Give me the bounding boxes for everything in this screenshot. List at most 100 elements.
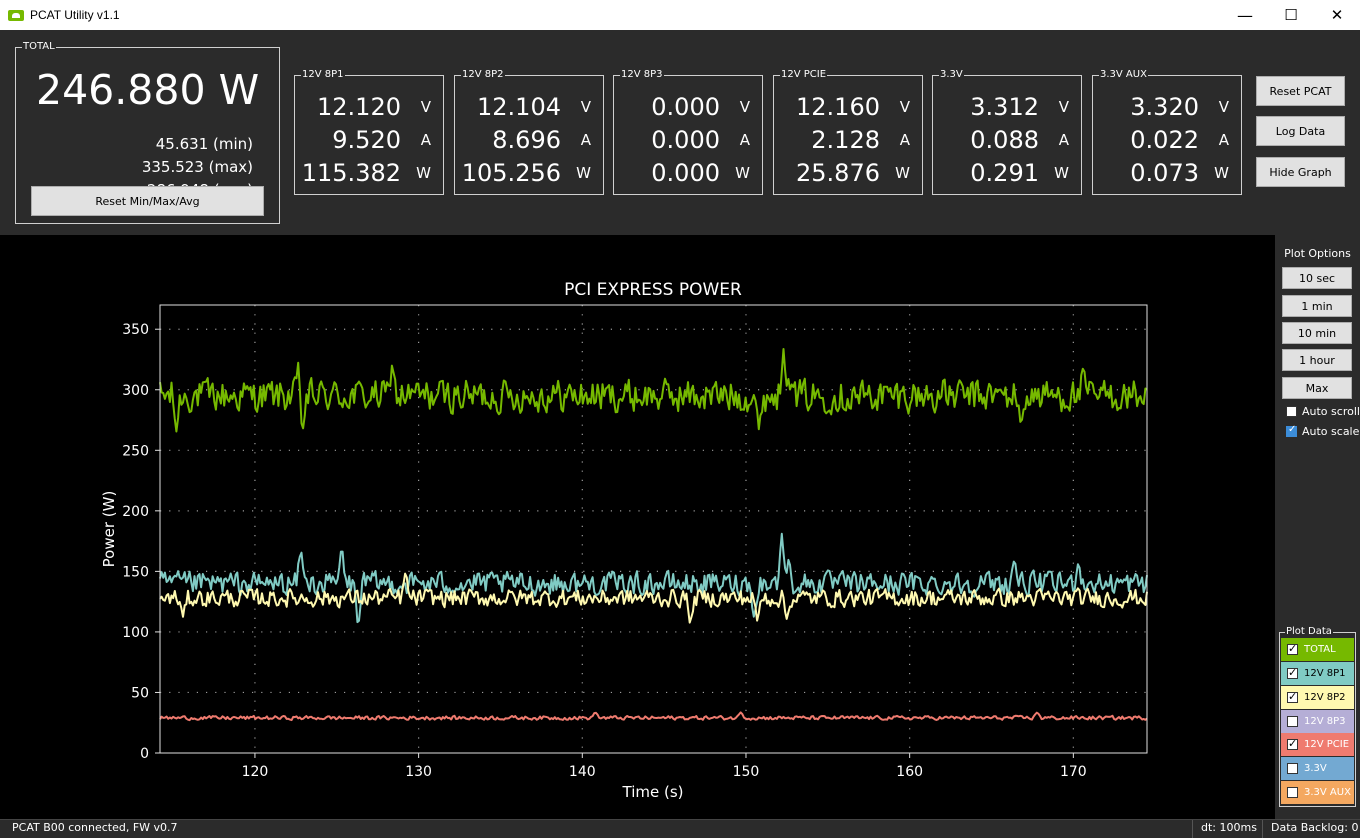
rail-voltage: 12.160 bbox=[796, 93, 880, 121]
data-backlog-status: Data Backlog: 0 bbox=[1262, 820, 1358, 838]
plot-options-panel: Plot Options 10 sec 1 min 10 min 1 hour … bbox=[1275, 235, 1360, 819]
close-button[interactable]: ✕ bbox=[1330, 6, 1344, 24]
rail-power: 0.073 bbox=[1130, 159, 1199, 187]
rail-current: 0.022 bbox=[1130, 126, 1199, 154]
rail-voltage: 3.312 bbox=[970, 93, 1039, 121]
amp-unit: A bbox=[899, 131, 910, 149]
range-1-min-button[interactable]: 1 min bbox=[1282, 295, 1352, 317]
app-logo-icon bbox=[8, 9, 24, 21]
reset-pcat-button[interactable]: Reset PCAT bbox=[1256, 76, 1345, 106]
rail-group-12v-pcie: 12V PCIE 12.160 V 2.128 A 25.876 W bbox=[773, 68, 923, 195]
plot-data-item-total[interactable]: TOTAL bbox=[1281, 638, 1354, 661]
rail-current: 8.696 bbox=[492, 126, 561, 154]
rail-label: 12V 8P1 bbox=[301, 68, 345, 82]
plot-data-item-12v-8p1[interactable]: 12V 8P1 bbox=[1281, 662, 1354, 685]
connection-status: PCAT B00 connected, FW v0.7 bbox=[12, 821, 178, 834]
maximize-button[interactable]: ☐ bbox=[1284, 6, 1298, 24]
plot-data-item-3v3-aux[interactable]: 3.3V AUX bbox=[1281, 781, 1354, 804]
plot-data-item-3v3[interactable]: 3.3V bbox=[1281, 757, 1354, 780]
title-bar: PCAT Utility v1.1 — ☐ ✕ bbox=[0, 0, 1360, 30]
checkbox-icon[interactable] bbox=[1287, 666, 1298, 679]
series-line-12v-8p1 bbox=[159, 532, 1148, 624]
range-10-min-button[interactable]: 10 min bbox=[1282, 322, 1352, 344]
rail-label: 12V PCIE bbox=[780, 68, 828, 82]
rail-group-3v3-aux: 3.3V AUX 3.320 V 0.022 A 0.073 W bbox=[1092, 68, 1242, 195]
rail-power: 25.876 bbox=[796, 159, 880, 187]
log-data-button[interactable]: Log Data bbox=[1256, 116, 1345, 146]
plot-data-label: 12V PCIE bbox=[1304, 739, 1350, 750]
plot-options-title: Plot Options bbox=[1284, 247, 1351, 260]
x-tick-label: 120 bbox=[242, 764, 269, 780]
rail-label: 3.3V AUX bbox=[1099, 68, 1148, 82]
rail-group-3v3: 3.3V 3.312 V 0.088 A 0.291 W bbox=[932, 68, 1082, 195]
volt-unit: V bbox=[739, 98, 750, 116]
plot-data-label: 12V 8P1 bbox=[1304, 668, 1346, 679]
rail-current: 9.520 bbox=[332, 126, 401, 154]
power-chart[interactable]: PCI EXPRESS POWER 120 130 140 150 160 170 0 50 1… bbox=[0, 235, 1275, 819]
watt-unit: W bbox=[416, 164, 431, 182]
watt-unit: W bbox=[895, 164, 910, 182]
sample-interval-status: dt: 100ms bbox=[1192, 820, 1257, 838]
checkbox-icon[interactable] bbox=[1287, 763, 1298, 774]
checkbox-icon[interactable] bbox=[1287, 787, 1298, 798]
range-1-hour-button[interactable]: 1 hour bbox=[1282, 349, 1352, 371]
minimize-button[interactable]: — bbox=[1237, 5, 1253, 25]
series-line-12v-pcie bbox=[159, 711, 1148, 722]
checkbox-icon[interactable] bbox=[1287, 642, 1298, 655]
watt-unit: W bbox=[576, 164, 591, 182]
y-tick-label: 150 bbox=[122, 564, 149, 580]
series-line-total bbox=[159, 348, 1148, 433]
watt-unit: W bbox=[735, 164, 750, 182]
rail-voltage: 0.000 bbox=[651, 93, 720, 121]
rail-voltage: 12.120 bbox=[317, 93, 401, 121]
series-line-12v-8p2 bbox=[159, 572, 1148, 624]
chart-title: PCI EXPRESS POWER bbox=[564, 280, 742, 300]
y-tick-label: 200 bbox=[122, 504, 149, 520]
plot-data-item-12v-8p3[interactable]: 12V 8P3 bbox=[1281, 710, 1354, 733]
amp-unit: A bbox=[580, 131, 591, 149]
plot-frame bbox=[159, 304, 1148, 754]
rail-label: 12V 8P2 bbox=[461, 68, 505, 82]
auto-scroll-check-icon[interactable] bbox=[1286, 406, 1297, 417]
reset-min-max-avg-button[interactable]: Reset Min/Max/Avg bbox=[31, 186, 264, 216]
plot-data-label: 3.3V bbox=[1304, 763, 1327, 774]
plot-data-item-12v-8p2[interactable]: 12V 8P2 bbox=[1281, 686, 1354, 709]
rail-current: 2.128 bbox=[811, 126, 880, 154]
y-tick-label: 250 bbox=[122, 443, 149, 459]
x-tick-label: 130 bbox=[405, 764, 432, 780]
hide-graph-button[interactable]: Hide Graph bbox=[1256, 157, 1345, 187]
volt-unit: V bbox=[580, 98, 591, 116]
x-tick-label: 140 bbox=[569, 764, 596, 780]
plot-data-label: TOTAL bbox=[1304, 644, 1336, 655]
auto-scale-label: Auto scale bbox=[1302, 425, 1360, 438]
checkbox-icon[interactable] bbox=[1287, 690, 1298, 703]
rail-current: 0.000 bbox=[651, 126, 720, 154]
status-bar: PCAT B00 connected, FW v0.7 dt: 100ms Da… bbox=[0, 819, 1360, 838]
total-group-label: TOTAL bbox=[22, 40, 56, 54]
plot-data-label: 12V 8P3 bbox=[1304, 716, 1346, 727]
range-max-button[interactable]: Max bbox=[1282, 377, 1352, 399]
plot-data-label: 12V 8P2 bbox=[1304, 692, 1346, 703]
volt-unit: V bbox=[420, 98, 431, 116]
auto-scale-checkbox[interactable]: Auto scale bbox=[1286, 424, 1360, 438]
total-min-value: 45.631 (min) bbox=[155, 135, 253, 153]
y-axis-label: Power (W) bbox=[100, 491, 118, 568]
range-10-sec-button[interactable]: 10 sec bbox=[1282, 267, 1352, 289]
auto-scale-check-icon[interactable] bbox=[1286, 424, 1297, 437]
amp-unit: A bbox=[420, 131, 431, 149]
x-tick-label: 160 bbox=[896, 764, 923, 780]
rail-voltage: 3.320 bbox=[1130, 93, 1199, 121]
auto-scroll-checkbox[interactable]: Auto scroll bbox=[1286, 405, 1360, 418]
plot-data-item-12v-pcie[interactable]: 12V PCIE bbox=[1281, 733, 1354, 756]
checkbox-icon[interactable] bbox=[1287, 716, 1298, 727]
volt-unit: V bbox=[1218, 98, 1229, 116]
checkbox-icon[interactable] bbox=[1287, 737, 1298, 750]
y-tick-label: 0 bbox=[140, 746, 149, 762]
readout-panel: TOTAL 246.880 W 45.631 (min) 335.523 (ma… bbox=[0, 30, 1360, 235]
plot-data-group: Plot Data TOTAL 12V 8P1 12V 8P2 12V 8P3 … bbox=[1279, 625, 1356, 807]
x-tick-label: 150 bbox=[733, 764, 760, 780]
rail-voltage: 12.104 bbox=[477, 93, 561, 121]
y-tick-label: 50 bbox=[131, 685, 149, 701]
volt-unit: V bbox=[1058, 98, 1069, 116]
y-tick-label: 100 bbox=[122, 625, 149, 641]
